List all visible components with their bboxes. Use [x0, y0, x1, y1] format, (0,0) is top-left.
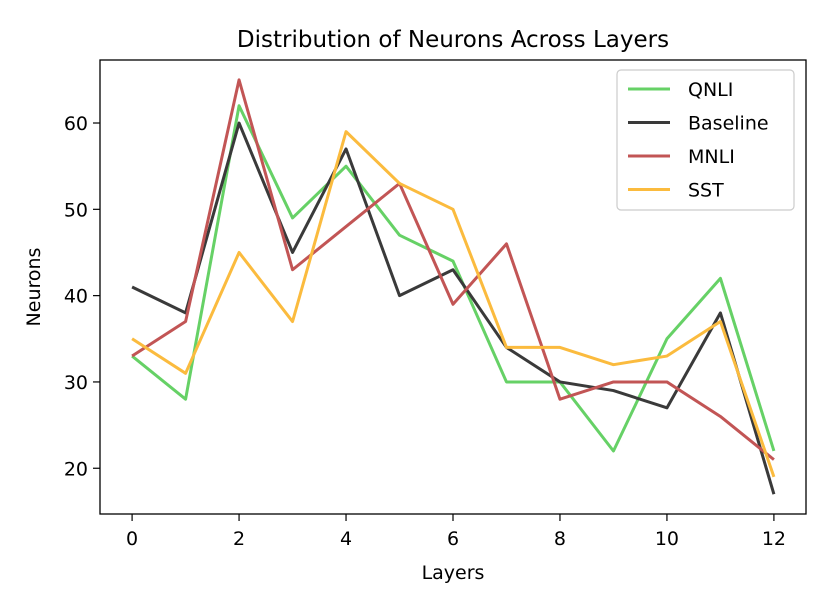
y-tick-label: 50	[64, 199, 88, 221]
x-tick-label: 4	[340, 528, 352, 550]
legend-box	[616, 69, 795, 211]
x-tick-label: 8	[554, 528, 566, 550]
legend-label-sst: SST	[688, 180, 724, 202]
x-axis-label: Layers	[422, 562, 485, 584]
chart-title: Distribution of Neurons Across Layers	[237, 27, 669, 53]
axis-ticks: 0 2 4 6 8 10 12 20 30 40 50 60	[64, 113, 786, 550]
series-line-sst	[131, 130, 776, 478]
series-line-baseline	[131, 121, 776, 495]
y-axis-label: Neurons	[23, 248, 45, 327]
y-tick-label: 60	[64, 113, 88, 135]
series-line-mnli	[131, 78, 775, 461]
x-tick-label: 10	[655, 528, 679, 550]
x-tick-label: 2	[233, 528, 245, 550]
legend: QNLI Baseline MNLI SST	[616, 69, 795, 211]
x-tick-label: 12	[762, 528, 786, 550]
legend-label-mnli: MNLI	[688, 146, 735, 168]
series-line-qnli	[131, 104, 776, 453]
y-tick-label: 20	[64, 458, 88, 480]
series-lines	[131, 78, 776, 495]
y-tick-label: 40	[64, 286, 88, 308]
x-tick-label: 6	[447, 528, 459, 550]
x-tick-label: 0	[126, 528, 138, 550]
legend-label-baseline: Baseline	[688, 113, 769, 135]
y-tick-label: 30	[64, 372, 88, 394]
legend-label-qnli: QNLI	[688, 79, 733, 101]
plot-area-frame	[99, 59, 807, 515]
